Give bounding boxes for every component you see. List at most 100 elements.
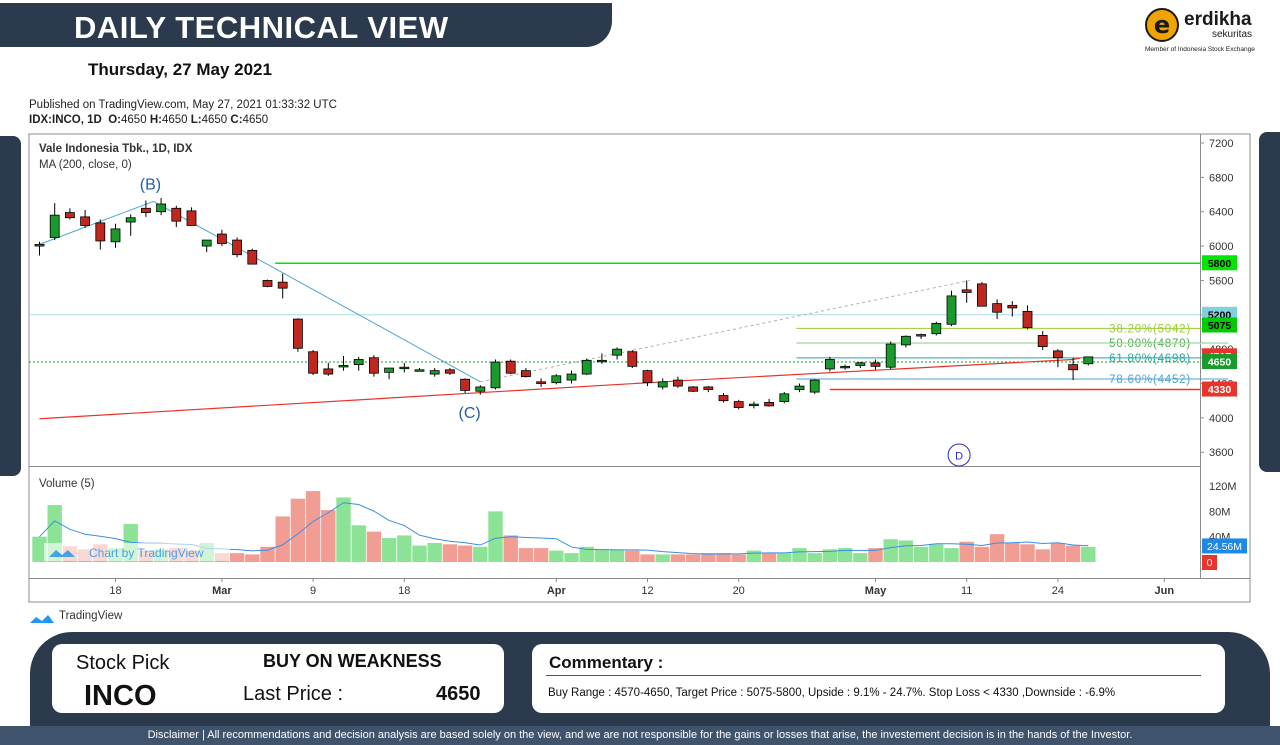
- volume-bar: [777, 553, 792, 562]
- volume-bar: [837, 548, 853, 562]
- candle-body: [125, 217, 136, 223]
- logo-sub: sekuritas: [1212, 29, 1253, 40]
- volume-bar: [457, 545, 473, 562]
- volume-bar: [898, 540, 914, 562]
- candle-body: [779, 393, 790, 402]
- candle-body: [794, 385, 805, 390]
- candle-body: [156, 203, 167, 213]
- time-tick-label: 24: [1052, 585, 1064, 597]
- high-value: 4650: [161, 114, 188, 126]
- candle-body: [475, 386, 486, 392]
- volume-bar: [518, 548, 534, 562]
- high-label: H:: [149, 114, 162, 126]
- candle-body: [840, 365, 850, 369]
- candle-body: [140, 207, 151, 213]
- volume-bar: [32, 536, 47, 562]
- volume-bar: [336, 497, 351, 562]
- volume-tick-label: 80M: [1209, 506, 1230, 518]
- candle-body: [809, 379, 820, 393]
- candle-body: [764, 402, 774, 407]
- candle-body: [338, 365, 349, 368]
- low-value: 4650: [201, 114, 228, 126]
- last-price-value: 4650: [436, 683, 481, 705]
- volume-bar: [716, 553, 731, 562]
- time-tick-label: Mar: [212, 585, 232, 597]
- candle-body: [1007, 304, 1018, 309]
- volume-bar: [959, 541, 974, 562]
- volume-label-box: [1202, 538, 1247, 554]
- candle-body: [916, 334, 926, 337]
- candle-body: [931, 322, 942, 335]
- volume-bar: [442, 544, 458, 562]
- candle-body: [718, 395, 729, 402]
- volume-bar: [397, 535, 412, 562]
- price-tick-label: 6800: [1209, 172, 1233, 184]
- stock-pick-label: Stock Pick: [76, 652, 170, 674]
- watermark: Chart by TradingView: [44, 543, 230, 561]
- fib-label: 50.00%(4870): [1109, 338, 1191, 350]
- time-tick-label: 20: [733, 585, 745, 597]
- candle-body: [277, 281, 288, 289]
- stock-pick-box: Stock Pick INCO BUY ON WEAKNESS Last Pri…: [52, 644, 504, 713]
- price-label-box: [1202, 354, 1237, 370]
- volume-bar: [822, 549, 838, 562]
- candle-body: [551, 375, 562, 384]
- wave-marker-d: [947, 443, 971, 467]
- volume-bar: [625, 550, 640, 562]
- volume-bar: [275, 516, 290, 562]
- volume-bar: [670, 554, 686, 562]
- wave-projection-line: [480, 279, 970, 383]
- tradingview-logo-icon: [49, 550, 75, 557]
- open-value: 4650: [121, 114, 147, 126]
- volume-bar: [609, 549, 625, 562]
- candle-body: [247, 249, 258, 265]
- candle-body: [657, 381, 668, 388]
- candle-body: [673, 379, 683, 387]
- candle-body: [460, 378, 471, 391]
- volume-bar: [1050, 543, 1066, 562]
- symbol-label: IDX:INCO, 1D: [29, 114, 102, 126]
- volume-label-box: [1202, 555, 1217, 570]
- volume-bar: [944, 548, 959, 562]
- candle-body: [368, 357, 379, 374]
- time-tick-label: 18: [109, 585, 121, 597]
- fib-label: 61.80%(4698): [1109, 353, 1191, 365]
- time-tick-label: May: [865, 585, 887, 597]
- volume-bar: [792, 548, 807, 562]
- logo-member: Member of Indonesia Stock Exchange: [1145, 46, 1255, 53]
- volume-bar: [564, 553, 579, 562]
- candle-body: [870, 362, 881, 367]
- volume-bar: [366, 531, 382, 562]
- tradingview-label: TradingView: [59, 610, 123, 622]
- price-label-text: 4330: [1208, 384, 1232, 396]
- close-value: 4650: [242, 114, 269, 126]
- volume-bar: [229, 553, 245, 562]
- company-logo: e erdikha sekuritas Member of Indonesia …: [1140, 4, 1270, 56]
- volume-label-text: 0: [1207, 557, 1213, 569]
- candle-body: [961, 289, 972, 293]
- candle-body: [201, 239, 212, 247]
- candle-body: [521, 370, 531, 378]
- candle-body: [232, 239, 243, 256]
- disclaimer: Disclaimer | All recommendations and dec…: [0, 726, 1280, 745]
- candle-body: [444, 369, 455, 374]
- price-tick-label: 6000: [1209, 241, 1233, 253]
- commentary-divider: [546, 675, 1201, 676]
- candle-body: [186, 210, 197, 226]
- header-banner: DAILY TECHNICAL VIEW: [0, 3, 612, 47]
- candle-body: [855, 362, 866, 366]
- candle-body: [1068, 364, 1078, 371]
- tradingview-logo-icon: [30, 615, 54, 623]
- volume-bar: [655, 554, 670, 562]
- candle-body: [429, 370, 440, 375]
- candle-body: [171, 207, 182, 222]
- candle-body: [399, 366, 410, 370]
- candle-body: [262, 280, 273, 287]
- volume-bar: [245, 554, 260, 562]
- volume-bar: [1065, 545, 1081, 562]
- volume-bar: [533, 548, 549, 562]
- volume-bar: [503, 535, 518, 562]
- wave-label-c: (C): [459, 405, 481, 422]
- candle-body: [992, 303, 1002, 313]
- candle-body: [216, 233, 227, 244]
